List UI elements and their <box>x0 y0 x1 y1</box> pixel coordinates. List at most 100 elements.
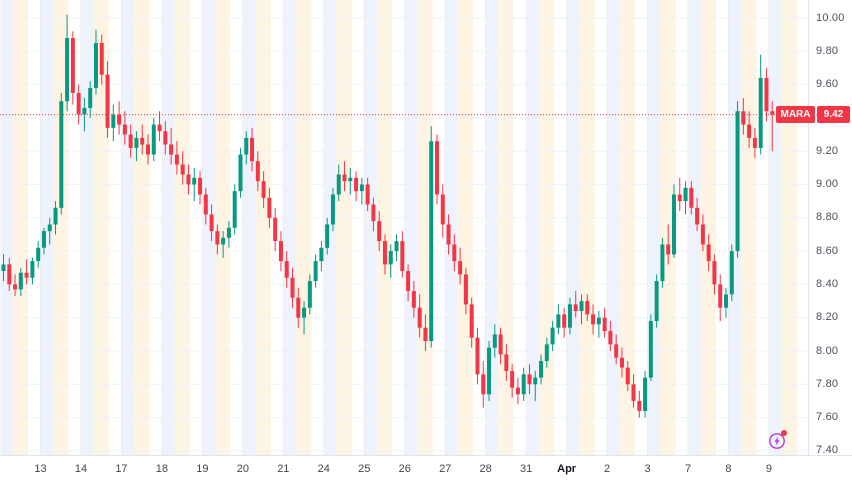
lightning-button[interactable] <box>768 430 787 450</box>
candle-body <box>700 224 705 245</box>
candle-body <box>712 261 717 285</box>
candle-body <box>440 194 445 225</box>
session-stripe-afterhours <box>607 0 620 455</box>
candle-body <box>157 124 162 132</box>
candle-body <box>469 304 474 338</box>
candle-body <box>741 111 746 125</box>
candle-body <box>151 124 156 155</box>
price-axis[interactable]: 10.009.809.609.409.209.008.808.608.408.2… <box>808 0 852 457</box>
price-axis-label: 9.60 <box>816 78 839 91</box>
candle-body <box>423 327 428 342</box>
session-stripe-afterhours <box>648 0 661 455</box>
candle-body <box>192 177 197 185</box>
candle-body <box>573 304 578 312</box>
candle-body <box>718 284 723 308</box>
candle-body <box>140 137 145 145</box>
candle-body <box>695 207 700 225</box>
time-axis-label: 26 <box>398 463 411 475</box>
candle-body <box>608 331 613 345</box>
candle-body <box>330 194 335 225</box>
candle-body <box>359 184 364 192</box>
candle-body <box>325 224 330 248</box>
session-stripe-premarket <box>93 0 109 455</box>
session-stripe-afterhours <box>526 0 539 455</box>
session-stripe-afterhours <box>364 0 377 455</box>
candle-body <box>65 37 70 102</box>
candle-body <box>591 314 596 325</box>
candle-body <box>614 344 619 358</box>
candlestick-chart[interactable] <box>0 0 808 455</box>
candle-body <box>41 231 46 248</box>
candle-body <box>602 317 607 332</box>
time-axis-label: 27 <box>439 463 452 475</box>
session-stripe-afterhours <box>121 0 134 455</box>
candle-body <box>313 261 318 282</box>
lightning-icon <box>769 433 785 449</box>
candle-body <box>648 321 653 378</box>
candle-body <box>221 237 226 245</box>
candle-body <box>203 194 208 215</box>
price-axis-label: 10.00 <box>816 11 845 24</box>
candle-body <box>1 264 6 272</box>
session-stripe-afterhours <box>162 0 175 455</box>
candle-body <box>186 174 191 185</box>
time-axis-label: 9 <box>765 463 773 475</box>
time-axis[interactable]: 13 14 17 18 19 20 21 24 25 26 27 28 31 Apr 2 3 7 8 9 <box>0 455 852 485</box>
candle-body <box>267 197 272 218</box>
price-axis-label: 8.40 <box>816 277 839 290</box>
candle-body <box>226 227 231 238</box>
session-stripe-afterhours <box>0 0 13 455</box>
candle-body <box>735 111 740 252</box>
candle-body <box>93 42 98 88</box>
session-stripe-premarket <box>255 0 271 455</box>
session-stripe-afterhours <box>283 0 296 455</box>
time-axis-label: 3 <box>644 463 651 475</box>
price-axis-label: 9.20 <box>816 144 839 157</box>
candle-body <box>729 251 734 295</box>
session-stripe-afterhours <box>81 0 94 455</box>
candle-body <box>18 272 23 290</box>
notification-dot <box>781 430 787 436</box>
candle-body <box>111 114 116 128</box>
candle-body <box>7 264 12 285</box>
session-stripe-premarket <box>336 0 352 455</box>
candle-body <box>198 177 203 195</box>
candle-body <box>504 354 509 371</box>
session-stripe-afterhours <box>688 0 701 455</box>
candle-body <box>354 177 359 192</box>
session-stripe-premarket <box>538 0 555 455</box>
time-axis-label: 21 <box>277 463 290 475</box>
price-axis-label: 9.80 <box>816 44 839 57</box>
candle-body <box>683 187 688 202</box>
candle-body <box>30 261 35 278</box>
candle-body <box>336 174 341 195</box>
session-stripe-premarket <box>579 0 595 455</box>
candle-body <box>99 42 104 75</box>
candle-body <box>348 177 353 182</box>
candle-body <box>411 291 416 308</box>
session-stripe-afterhours <box>324 0 337 455</box>
candle-body <box>163 131 168 145</box>
price-axis-label: 8.20 <box>816 311 839 324</box>
candle-body <box>24 272 29 278</box>
candle-body <box>654 281 659 322</box>
candle-body <box>724 294 728 308</box>
candle-body <box>625 367 630 385</box>
candle-body <box>273 217 278 242</box>
candle-body <box>342 174 347 182</box>
candle-body <box>232 191 237 228</box>
time-axis-label: 20 <box>236 463 249 475</box>
candle-body <box>88 87 93 108</box>
candle-body <box>567 304 572 328</box>
candle-body <box>250 137 255 162</box>
session-stripe-afterhours <box>567 0 580 455</box>
price-axis-label: 7.60 <box>816 411 839 424</box>
price-axis-label: 7.40 <box>816 444 839 457</box>
time-axis-label: 18 <box>155 463 169 475</box>
candle-body <box>671 194 676 255</box>
candle-body <box>752 137 757 148</box>
candle-body <box>689 187 694 208</box>
candle-body <box>764 77 769 112</box>
candle-body <box>400 241 405 272</box>
